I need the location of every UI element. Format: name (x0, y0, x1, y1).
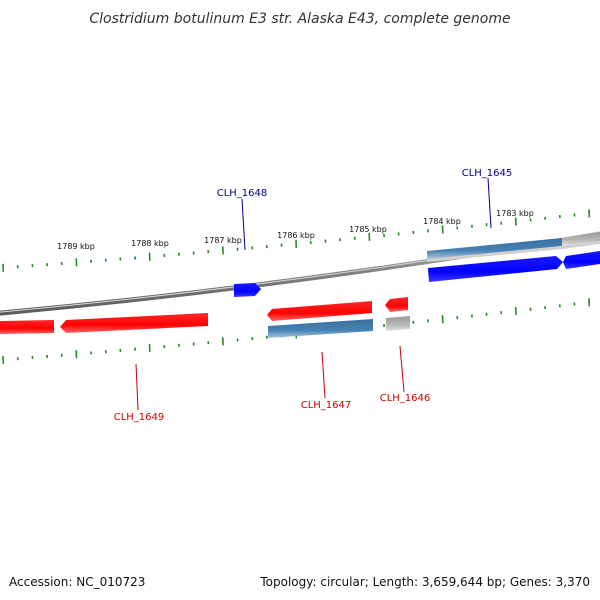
ruler-labels: 1789 kbp 1788 kbp 1787 kbp 1786 kbp 1785… (57, 209, 534, 251)
genome-summary-text: Topology: circular; Length: 3,659,644 bp… (259, 575, 590, 589)
cds-clh-1647[interactable] (268, 319, 373, 338)
upper-tick-track (2, 209, 591, 272)
forward-strand-features (234, 232, 600, 297)
accession-text: Accession: NC_010723 (9, 575, 145, 589)
cds-clh-1645[interactable] (427, 238, 562, 259)
gene-clh-1647[interactable] (267, 301, 372, 321)
label-clh-1645[interactable]: CLH_1645 (462, 168, 513, 179)
gene-prev-reverse[interactable] (0, 320, 54, 334)
ruler-label-1788: 1788 kbp (131, 239, 169, 248)
leader-clh-1649 (135, 363, 139, 411)
reverse-strand-features (0, 297, 410, 338)
gene-clh-1649[interactable] (60, 313, 208, 333)
label-clh-1649[interactable]: CLH_1649 (114, 412, 165, 423)
gene-clh-1645[interactable] (428, 256, 563, 282)
ruler-label-1789: 1789 kbp (57, 242, 95, 251)
gene-labels: CLH_1648 CLH_1645 CLH_1649 CLH_1647 CLH_… (114, 168, 513, 423)
ruler-label-1785: 1785 kbp (349, 225, 387, 234)
label-leaders (135, 177, 492, 411)
leader-clh-1648 (241, 198, 246, 251)
leader-clh-1645 (487, 177, 492, 229)
ruler-label-1783: 1783 kbp (496, 209, 534, 218)
map-title: Clostridium botulinum E3 str. Alaska E43… (89, 11, 510, 27)
label-clh-1646[interactable]: CLH_1646 (380, 393, 431, 404)
ruler-label-1787: 1787 kbp (204, 236, 242, 245)
cds-clh-1645-shadow (427, 241, 600, 262)
cds-clh-1646[interactable] (386, 316, 410, 331)
leader-clh-1647 (321, 351, 326, 399)
ruler-label-1786: 1786 kbp (277, 231, 315, 240)
gene-clh-1646[interactable] (385, 297, 408, 312)
leader-clh-1646 (399, 345, 405, 393)
ruler-label-1784: 1784 kbp (423, 217, 461, 226)
gene-clh-1648[interactable] (234, 283, 261, 297)
label-clh-1647[interactable]: CLH_1647 (301, 400, 352, 411)
label-clh-1648[interactable]: CLH_1648 (217, 188, 268, 199)
gene-next-forward[interactable] (563, 251, 600, 269)
cds-clh-1645-gray-continuation (562, 232, 600, 246)
